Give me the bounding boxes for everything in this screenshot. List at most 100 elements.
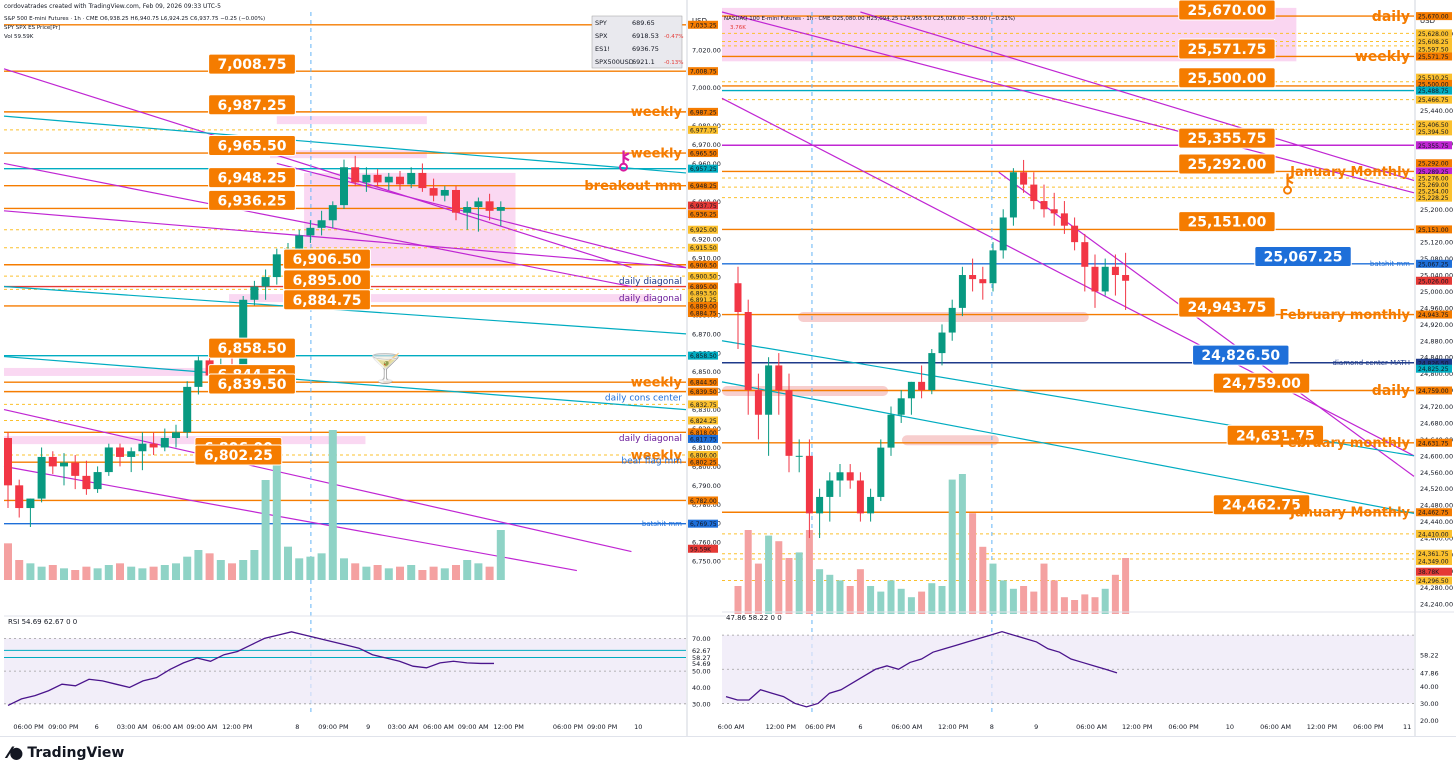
candle-body xyxy=(754,390,762,415)
price-axis-tick: 24,520.00 xyxy=(1420,485,1453,493)
price-callout-text: 6,839.50 xyxy=(217,377,286,393)
candle-body xyxy=(805,455,813,514)
price-callout-text: 24,943.75 xyxy=(1188,300,1267,316)
price-callout-text: 6,884.75 xyxy=(292,293,361,309)
candle-body xyxy=(816,496,824,514)
price-axis-tag-text: 25,151.00 xyxy=(1418,227,1449,234)
price-axis-tag-text: 6,889.00 xyxy=(690,303,717,310)
volume-bar xyxy=(104,565,113,580)
candle-body xyxy=(734,283,742,312)
price-axis-tag xyxy=(1416,187,1452,196)
candle-body xyxy=(969,275,977,280)
price-axis-tag xyxy=(1416,276,1452,285)
candle-body xyxy=(795,455,803,457)
price-callout xyxy=(1192,344,1290,366)
price-axis-tag-text: 24,349.00 xyxy=(1418,559,1449,566)
price-axis-tag-text: 24,361.75 xyxy=(1418,551,1449,558)
price-callout xyxy=(1178,211,1276,233)
price-axis-tag xyxy=(1416,73,1452,82)
time-axis-tick: 12:00 PM xyxy=(222,723,252,731)
zone-highlight xyxy=(269,150,427,159)
price-axis-tick: 6,870.00 xyxy=(692,330,721,338)
candle-body xyxy=(362,174,371,183)
price-callout-text: 25,292.00 xyxy=(1188,157,1267,173)
volume-bar xyxy=(328,430,337,580)
candle-body xyxy=(373,174,382,183)
right-header-line1: NASDAQ 100 E-mini Futures · 1h · CME O25… xyxy=(724,16,1015,22)
price-axis-tag xyxy=(1416,44,1452,53)
price-axis-tick: 6,810.00 xyxy=(692,444,721,452)
level-label: daily diagonal xyxy=(619,294,682,304)
price-callout xyxy=(1226,424,1325,446)
price-axis-tag xyxy=(688,496,718,505)
price-axis-tag xyxy=(1416,508,1452,517)
footer: ⁄⁄● TradingView xyxy=(0,736,1456,765)
price-axis-tag-text: 25,597.50 xyxy=(1418,46,1449,53)
candle-body xyxy=(1122,275,1130,281)
price-axis-tag-text: 25,608.25 xyxy=(1418,39,1449,46)
price-axis-tag-text: 6,987.25 xyxy=(690,109,717,116)
price-axis-tag-text: 25,355.75 xyxy=(1418,143,1449,150)
price-axis-tag xyxy=(1416,438,1452,447)
price-axis-tick: 6,850.00 xyxy=(692,368,721,376)
volume-bar xyxy=(127,566,136,580)
trend-line xyxy=(721,11,1415,194)
price-axis-tick: 6,800.00 xyxy=(692,463,721,471)
time-axis-tick: 06:00 AM xyxy=(152,723,183,731)
volume-bar xyxy=(71,570,80,580)
price-axis-tag-text: 25,026.00 xyxy=(1418,278,1449,285)
candle-body xyxy=(60,462,68,467)
trend-line xyxy=(998,171,1415,477)
price-callout xyxy=(1212,372,1311,394)
level-label: batshit mm xyxy=(642,520,682,528)
quote-symbol: SPY xyxy=(595,19,607,27)
price-axis-tag-text: 38.78K xyxy=(1418,569,1440,576)
price-axis-tag xyxy=(688,67,718,76)
price-axis-tag-text: 6,900.50 xyxy=(690,274,717,281)
time-axis-tick: 12:00 PM xyxy=(1122,723,1152,731)
rsi-axis-tick: 40.00 xyxy=(692,684,711,692)
level-label: daily xyxy=(1372,9,1410,25)
rsi-axis-tick: 58.27 xyxy=(692,654,711,662)
time-axis-tick: 12:00 PM xyxy=(1307,723,1337,731)
price-axis-tag xyxy=(1416,86,1452,95)
rsi-axis-tick: 30.00 xyxy=(1420,700,1439,708)
price-axis-tag xyxy=(1416,79,1452,88)
candle-body xyxy=(496,207,505,211)
chart-canvas[interactable]: 7,008.75 6,987.25 6,965.50 6,948.25 6,936.25… xyxy=(0,0,1456,736)
left-header-line2: S&P 500 E-mini Futures · 1h · CME O6,938… xyxy=(4,16,265,22)
price-axis-tag-text: 24,296.50 xyxy=(1418,578,1449,585)
price-callout xyxy=(1178,67,1276,89)
trend-line xyxy=(860,11,1415,182)
quote-price: 6936.75 xyxy=(632,45,659,53)
volume-bar xyxy=(216,560,225,580)
price-axis-tick: 6,910.00 xyxy=(692,255,721,263)
volume-bar xyxy=(205,553,214,580)
candle-body xyxy=(351,167,360,183)
volume-bar xyxy=(60,568,68,580)
price-callout-text: 7,008.75 xyxy=(217,57,286,73)
volume-bar xyxy=(149,566,158,580)
price-axis-tag xyxy=(688,181,718,190)
volume-bar xyxy=(1081,594,1089,614)
time-axis-tick: 12:00 PM xyxy=(766,723,796,731)
trend-line xyxy=(3,355,687,411)
price-axis-tag xyxy=(1416,159,1452,168)
trend-line xyxy=(721,381,1415,514)
time-axis-tick: 8 xyxy=(295,723,299,731)
volume-bar xyxy=(452,565,460,580)
tradingview-brand[interactable]: ⁄⁄● TradingView xyxy=(8,743,124,762)
price-axis-tick: 25,440.00 xyxy=(1420,107,1453,115)
price-callout-text: 6,936.25 xyxy=(217,193,286,209)
price-axis-tag-text: 6,937.75 xyxy=(690,203,717,210)
level-label: weekly xyxy=(631,146,683,161)
candle-body xyxy=(26,498,35,509)
tradingview-logo-icon: ⁄⁄● xyxy=(8,743,23,762)
time-axis-tick: 9 xyxy=(366,723,370,731)
price-axis-tag xyxy=(688,225,718,234)
candle-body xyxy=(384,176,393,183)
time-axis-tick: 06:00 PM xyxy=(1353,723,1383,731)
price-axis-tick: 7,000.00 xyxy=(692,84,721,92)
price-axis-tag xyxy=(688,164,718,173)
volume-bar xyxy=(474,563,483,580)
